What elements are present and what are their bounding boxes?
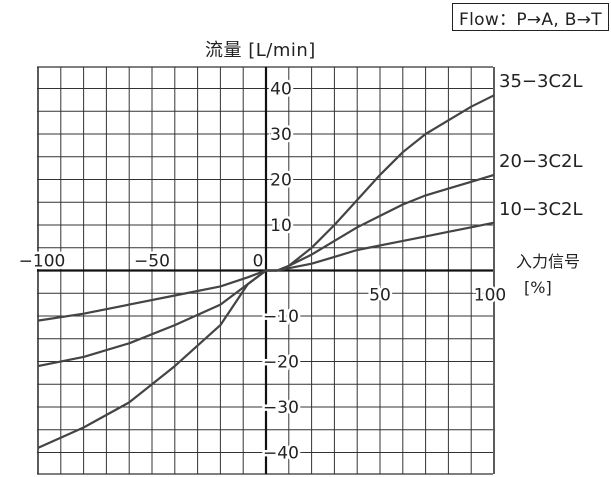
x-tick-label: 100	[474, 286, 506, 306]
x-axis-title: 入力信号 [%]	[516, 249, 580, 301]
series-line-1	[37, 94, 495, 449]
y-tick-label: −40	[263, 444, 299, 464]
series-line-3	[37, 221, 495, 322]
x-axis-unit: [%]	[524, 278, 552, 297]
x-tick-label: 50	[369, 286, 391, 306]
y-tick-label: 40	[270, 80, 292, 100]
tick-labels: −100 −50 0 50 100 40 30 20 10 −10 −20 −30 −40	[16, 77, 509, 466]
y-tick-label: 10	[270, 216, 292, 236]
x-tick-label: 0	[253, 252, 264, 272]
y-tick-label: −30	[263, 398, 299, 418]
y-tick-label: 30	[270, 125, 292, 145]
series-lines	[37, 94, 495, 449]
flow-condition-label: Flow：P→A, B→T	[452, 3, 609, 31]
x-tick-label: −100	[19, 252, 66, 272]
series-label: 35−3C2L	[499, 71, 583, 93]
series-line-2	[37, 173, 495, 368]
series-label: 20−3C2L	[499, 150, 583, 172]
y-tick-label: −20	[263, 353, 299, 373]
y-tick-label: 20	[270, 171, 292, 191]
x-tick-label: −50	[134, 252, 170, 272]
y-tick-label: −10	[263, 307, 299, 327]
x-axis-title-text: 入力信号	[516, 252, 581, 271]
series-label: 10−3C2L	[499, 198, 583, 220]
y-axis-title: 流量 [L/min]	[205, 40, 316, 61]
